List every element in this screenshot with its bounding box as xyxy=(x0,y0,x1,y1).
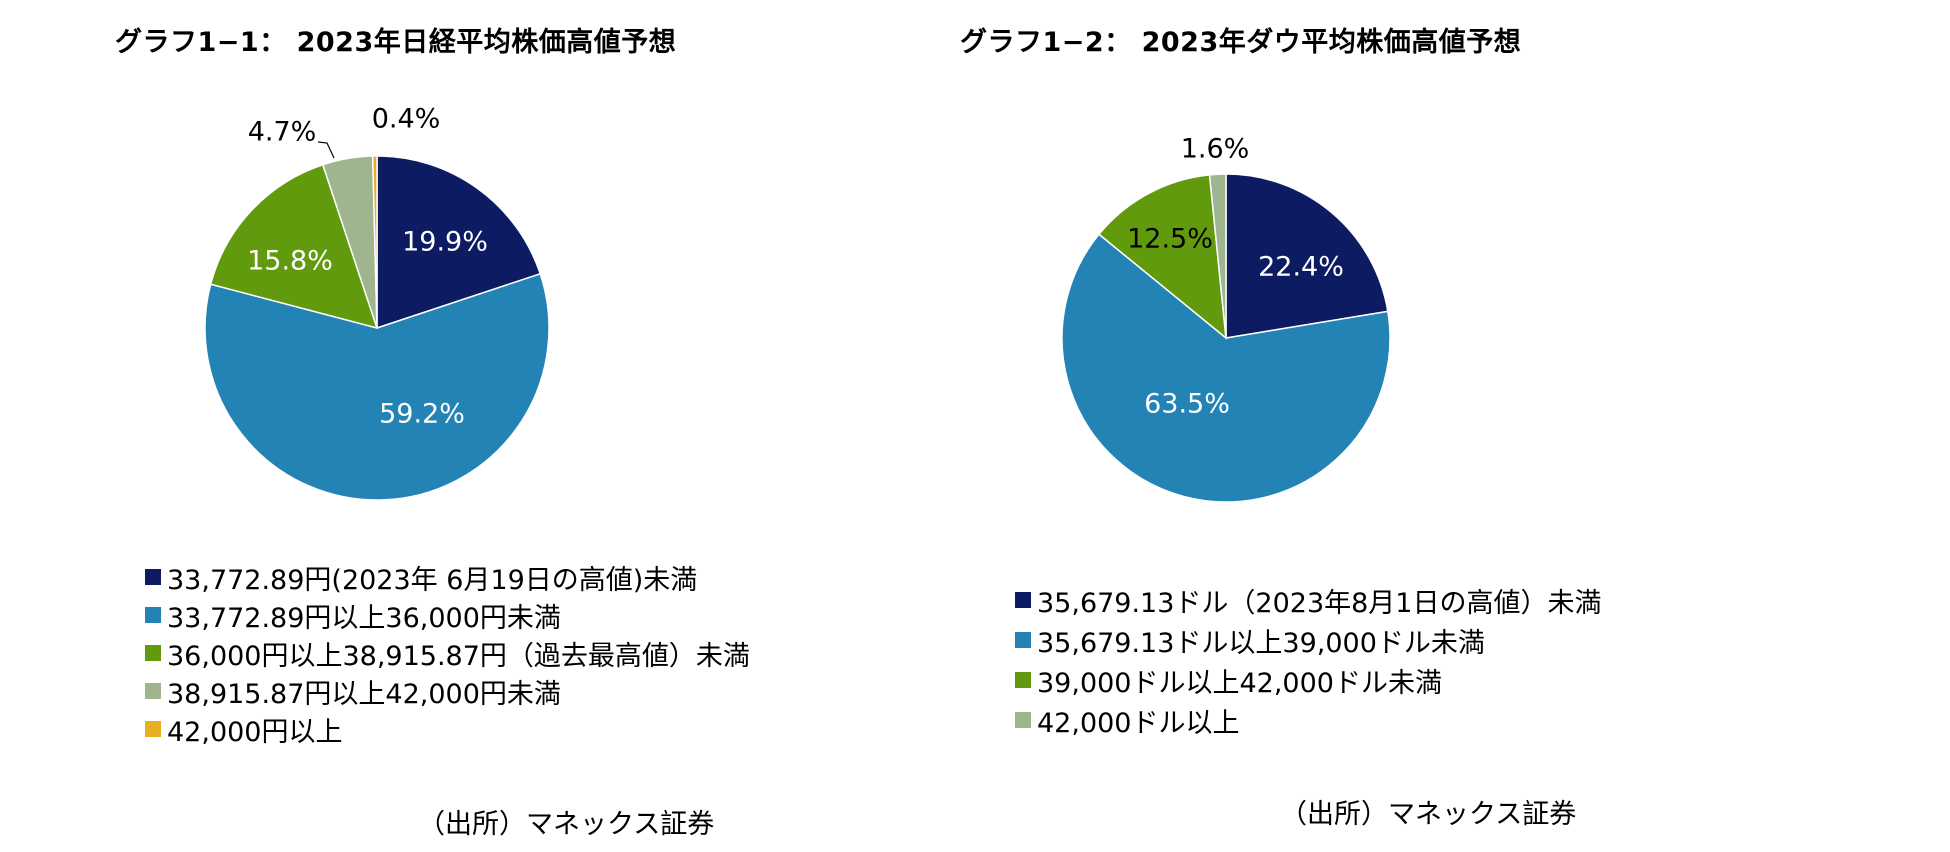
data-label: 22.4% xyxy=(1258,252,1344,283)
pie-slice xyxy=(1061,233,1391,503)
chart-title: グラフ1−1： 2023年日経平均株価高値予想 xyxy=(115,27,677,58)
legend-label: 33,772.89円以上36,000円未満 xyxy=(167,602,561,634)
legend-swatch xyxy=(145,721,161,737)
legend-swatch xyxy=(145,645,161,661)
legend-swatch xyxy=(1015,712,1031,728)
data-label: 4.7% xyxy=(248,117,317,148)
pie-slice xyxy=(204,272,550,501)
legend-swatch xyxy=(1015,592,1031,608)
legend-swatch xyxy=(145,569,161,585)
legend-item: 35,679.13ドル（2023年8月1日の高値）未満 xyxy=(1015,580,1601,620)
data-label: 15.8% xyxy=(247,246,333,277)
legend-item: 42,000ドル以上 xyxy=(1015,700,1601,740)
legend-label: 38,915.87円以上42,000円未満 xyxy=(167,678,561,710)
legend-swatch xyxy=(145,607,161,623)
pie-slice xyxy=(376,155,542,330)
chart-legend: 33,772.89円(2023年 6月19日の高値)未満 33,772.89円以上… xyxy=(145,558,750,748)
pie-slice xyxy=(209,163,379,330)
legend-label: 39,000ドル以上42,000ドル未満 xyxy=(1037,667,1442,699)
pie-slice xyxy=(371,155,378,329)
legend-swatch xyxy=(1015,672,1031,688)
legend-swatch xyxy=(145,683,161,699)
pie-slice xyxy=(1097,174,1227,340)
chart-legend: 35,679.13ドル（2023年8月1日の高値）未満 35,679.13ドル以上… xyxy=(1015,580,1601,740)
pie-slice xyxy=(1208,173,1227,339)
legend-item: 33,772.89円以上36,000円未満 xyxy=(145,596,750,634)
data-label: 12.5% xyxy=(1127,224,1213,255)
data-label: 1.6% xyxy=(1181,134,1250,165)
legend-label: 42,000円以上 xyxy=(167,716,343,748)
legend-label: 35,679.13ドル（2023年8月1日の高値）未満 xyxy=(1037,587,1602,619)
legend-label: 35,679.13ドル以上39,000ドル未満 xyxy=(1037,627,1485,659)
legend-item: 36,000円以上38,915.87円（過去最高値）未満 xyxy=(145,634,750,672)
pie-slice xyxy=(1225,173,1389,339)
pie-chart: 22.4% 63.5% 12.5% 1.6% xyxy=(1061,134,1391,503)
chart-panel-nikkei: グラフ1−1： 2023年日経平均株価高値予想 19.9% 59.2% 15.8% 4… xyxy=(0,0,960,852)
data-label: 0.4% xyxy=(372,104,441,135)
legend-item: 38,915.87円以上42,000円未満 xyxy=(145,672,750,710)
legend-label: 36,000円以上38,915.87円（過去最高値）未満 xyxy=(167,640,750,672)
source-note: （出所）マネックス証券 xyxy=(1280,799,1577,830)
legend-item: 35,679.13ドル以上39,000ドル未満 xyxy=(1015,620,1601,660)
legend-item: 33,772.89円(2023年 6月19日の高値)未満 xyxy=(145,558,750,596)
data-label: 19.9% xyxy=(402,227,488,258)
chart-title: グラフ1−2： 2023年ダウ平均株価高値予想 xyxy=(960,27,1522,58)
legend-label: 42,000ドル以上 xyxy=(1037,707,1240,739)
legend-item: 39,000ドル以上42,000ドル未満 xyxy=(1015,660,1601,700)
legend-swatch xyxy=(1015,632,1031,648)
pie-chart: 19.9% 59.2% 15.8% 4.7% 0.4% xyxy=(204,104,550,501)
source-note: （出所）マネックス証券 xyxy=(418,809,715,840)
data-label: 63.5% xyxy=(1144,389,1230,420)
legend-item: 42,000円以上 xyxy=(145,710,750,748)
leader-line xyxy=(317,141,335,159)
legend-label: 33,772.89円(2023年 6月19日の高値)未満 xyxy=(167,564,698,596)
data-label: 59.2% xyxy=(379,399,465,430)
chart-panel-dow: グラフ1−2： 2023年ダウ平均株価高値予想 22.4% 63.5% 12.5% 1… xyxy=(960,0,1950,852)
